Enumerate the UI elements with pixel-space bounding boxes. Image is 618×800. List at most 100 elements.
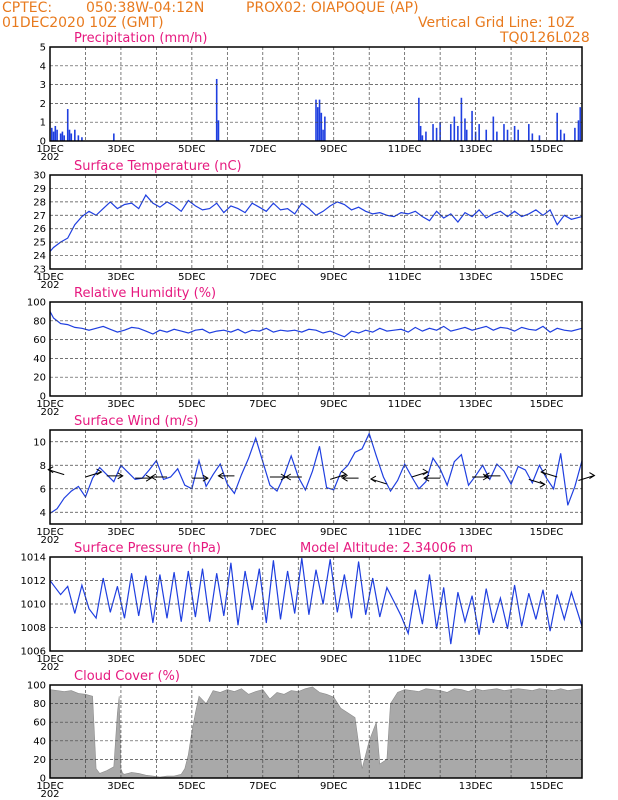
panel4-point-36 [304, 489, 306, 491]
panel2-point-55 [436, 210, 437, 212]
panel2-xtick-0: 1DEC [36, 272, 63, 283]
panel1-bar-34 [465, 129, 468, 141]
wind-arrow-9 [330, 473, 347, 480]
panel2-point-13 [138, 208, 140, 209]
panel2-point-10 [116, 208, 118, 209]
panel2-point-37 [308, 208, 310, 209]
panel3-point-15 [152, 333, 154, 335]
panel4-point-25 [226, 483, 228, 485]
panel1-bar-49 [559, 129, 562, 141]
panel3-point-51 [407, 331, 409, 333]
panel3-ytick-1: 20 [33, 373, 46, 384]
panel2-point-68 [528, 213, 530, 215]
panel3-point-69 [535, 329, 537, 331]
panel4-point-19 [184, 484, 186, 486]
panel3-point-34 [287, 330, 289, 332]
panel4-xtick-0: 1DEC [36, 527, 63, 538]
header-coords: 050:38W-04:12N [86, 0, 205, 16]
panel5-point-23 [209, 621, 211, 623]
panel4-point-27 [241, 474, 242, 476]
panel4-xtick-2: 5DEC [178, 527, 205, 538]
panel2-point-4 [74, 224, 76, 226]
panel1-bar-51 [574, 127, 576, 141]
panel4-point-53 [425, 481, 427, 483]
panel4-point-41 [340, 471, 342, 473]
panel4-point-26 [234, 493, 235, 494]
panel1-xtick-3: 7DEC [249, 144, 276, 155]
panel1-bar-53 [579, 107, 582, 141]
panel5-point-43 [351, 617, 352, 619]
panel3-point-6 [88, 329, 90, 331]
panel3-point-37 [308, 328, 310, 330]
panel4-point-55 [439, 468, 441, 470]
panel1-ytick-3: 3 [40, 80, 46, 91]
panel4-point-18 [177, 468, 179, 470]
panel5-xtick-2: 5DEC [178, 654, 205, 665]
panel5-xtick-4: 9DEC [320, 654, 347, 665]
panel2-point-24 [216, 202, 218, 204]
panel4-ytick-2: 8 [40, 461, 46, 472]
panel2-point-35 [294, 213, 296, 215]
panel2-point-50 [400, 212, 402, 214]
panel4-point-54 [432, 457, 434, 459]
panel3-title: Relative Humidity (%) [74, 286, 216, 301]
panel3-xtick-7: 15DEC [530, 399, 564, 410]
panel3-point-55 [436, 329, 437, 331]
panel5-point-20 [187, 570, 189, 572]
panel3-point-54 [429, 327, 430, 329]
panel1-bar-39 [492, 116, 495, 141]
panel4-xtick-6: 13DEC [459, 527, 493, 538]
wind-arrowhead-14 [482, 473, 490, 481]
panel4-point-52 [418, 488, 420, 490]
panel3-point-7 [95, 327, 97, 329]
panel3-point-61 [478, 327, 480, 329]
panel5-point-5 [81, 584, 83, 586]
panel3-ytick-0: 0 [40, 392, 46, 403]
panel2-title: Surface Temperature (nC) [74, 159, 242, 174]
wind-arrowhead-17 [540, 468, 547, 476]
panel2-point-51 [407, 213, 409, 215]
panel1-bar-38 [485, 129, 488, 141]
panel1-bar-21 [324, 116, 326, 141]
panel5-point-38 [315, 569, 317, 571]
panel3-xtick-1: 3DEC [107, 399, 134, 410]
panel2-point-6 [88, 210, 90, 212]
panel3-point-11 [124, 329, 125, 331]
panel5-point-16 [159, 574, 161, 576]
panel3-point-48 [386, 330, 388, 332]
panel3-point-9 [109, 328, 111, 330]
panel5-ytick-1: 1008 [21, 623, 46, 634]
wind-arrow-16 [528, 478, 545, 485]
panel4-point-66 [517, 466, 519, 467]
panel3-point-24 [216, 330, 218, 332]
panel2-point-74 [570, 218, 572, 220]
panel4-point-56 [446, 484, 448, 486]
panel1-xtick-1: 3DEC [107, 144, 134, 155]
panel5-title: Surface Pressure (hPa) [74, 541, 221, 556]
wind-arrowhead-13 [423, 474, 430, 482]
panel1-bar-47 [538, 135, 541, 141]
panel4-point-12 [134, 478, 136, 480]
panel5-point-46 [372, 577, 374, 579]
panel1-xtick-6: 13DEC [459, 144, 493, 155]
panel5-point-45 [365, 614, 367, 615]
panel4-point-59 [468, 484, 469, 486]
panel3-point-57 [450, 330, 452, 332]
panel5-ytick-4: 1014 [21, 553, 46, 564]
header-model-id: TQ0126L028 [500, 30, 590, 46]
panel2-xtick-4: 9DEC [320, 272, 347, 283]
panel1-bar-50 [563, 133, 566, 141]
panel5-point-8 [102, 577, 104, 579]
panel2-point-66 [514, 210, 516, 212]
panel5-point-6 [88, 608, 90, 610]
panel1-bar-36 [474, 131, 477, 141]
panel5-xtick-1: 3DEC [107, 654, 134, 665]
panel5-point-69 [535, 618, 537, 620]
panel2-point-25 [223, 212, 225, 214]
panel5-point-17 [166, 617, 168, 619]
panel5-ytick-2: 1010 [21, 600, 46, 611]
panel4-frame [49, 429, 583, 525]
panel5-point-74 [570, 591, 572, 593]
panel1-year-stub: 202 [40, 152, 59, 163]
